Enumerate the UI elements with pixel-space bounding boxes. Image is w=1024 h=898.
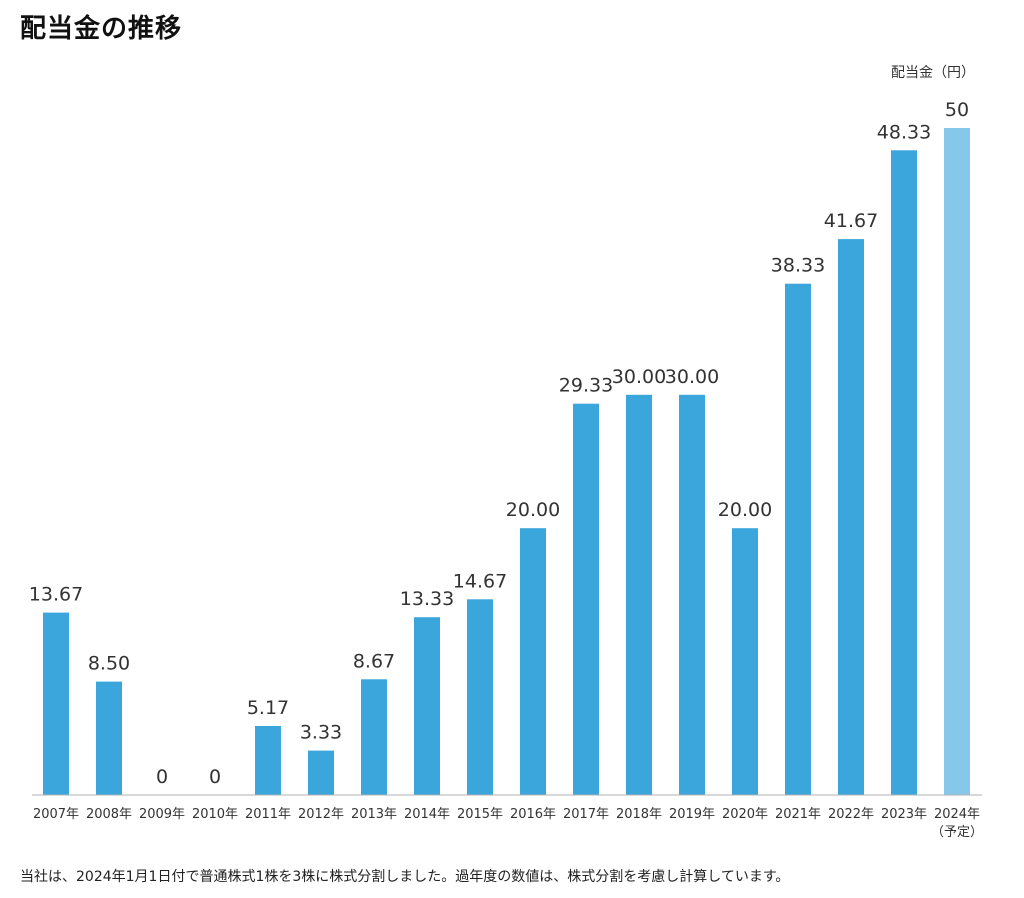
- bar-2019年: [679, 394, 705, 795]
- bar-2014年: [414, 617, 440, 795]
- value-label-2015年: 14.67: [453, 570, 507, 592]
- page-title: 配当金の推移: [20, 14, 183, 44]
- value-label-2011年: 5.17: [247, 697, 289, 719]
- bar-2023年: [891, 150, 917, 796]
- y-unit-label: 配当金（円）: [891, 65, 975, 81]
- value-label-2024年: 50: [945, 99, 969, 121]
- x-tick-label-2016年: 2016年: [510, 807, 556, 822]
- bar-2022年: [838, 239, 864, 796]
- bar-2018年: [626, 394, 652, 795]
- bar-2021年: [785, 283, 811, 795]
- x-tick-label-2020年: 2020年: [722, 807, 768, 822]
- value-label-2020年: 20.00: [718, 499, 772, 521]
- x-tick-label-2009年: 2009年: [139, 807, 185, 822]
- x-tick-label-2021年: 2021年: [775, 807, 821, 822]
- x-tick-label-2019年: 2019年: [669, 807, 715, 822]
- bar-2008年: [96, 681, 122, 795]
- x-tick-label-2014年: 2014年: [404, 807, 450, 822]
- bar-2007年: [43, 612, 69, 795]
- value-label-2019年: 30.00: [665, 366, 719, 388]
- bar-2016年: [520, 528, 546, 795]
- value-label-2007年: 13.67: [29, 584, 83, 606]
- bar-2024年: [944, 128, 970, 795]
- bar-2012年: [308, 750, 334, 795]
- value-label-2009年: 0: [156, 766, 168, 788]
- value-label-2021年: 38.33: [771, 255, 825, 277]
- x-tick-label-2015年: 2015年: [457, 807, 503, 822]
- x-tick-label-2013年: 2013年: [351, 807, 397, 822]
- tick-labels-layer: 2007年 2008年 2009年 2010年 2011年 2012年 2013年 2014年…: [33, 807, 983, 840]
- value-label-2008年: 8.50: [88, 653, 130, 675]
- bars-layer: [43, 128, 970, 796]
- bar-2013年: [361, 679, 387, 795]
- value-label-2014年: 13.33: [400, 588, 454, 610]
- value-label-2012年: 3.33: [300, 722, 342, 744]
- x-tick-label-2010年: 2010年: [192, 807, 238, 822]
- bar-2020年: [732, 528, 758, 795]
- x-tick-label-2017年: 2017年: [563, 807, 609, 822]
- x-tick-label-2022年: 2022年: [828, 807, 874, 822]
- bar-2015年: [467, 599, 493, 795]
- footnote: 当社は、2024年1月1日付で普通株式1株を3株に株式分割しました。過年度の数値…: [20, 869, 790, 885]
- value-label-2017年: 29.33: [559, 375, 613, 397]
- value-label-2013年: 8.67: [353, 650, 395, 672]
- x-tick-label-2008年: 2008年: [86, 807, 132, 822]
- x-tick-label-2023年: 2023年: [881, 807, 927, 822]
- value-label-2016年: 20.00: [506, 499, 560, 521]
- x-tick-label-2012年: 2012年: [298, 807, 344, 822]
- x-tick-label-2018年: 2018年: [616, 807, 662, 822]
- value-label-2022年: 41.67: [824, 210, 878, 232]
- value-label-2023年: 48.33: [877, 121, 931, 143]
- x-tick-label-2024年: 2024年: [934, 807, 980, 822]
- value-label-2010年: 0: [209, 766, 221, 788]
- x-tick-label-2011年: 2011年: [245, 807, 291, 822]
- x-tick-sublabel-2024年: （予定）: [931, 825, 983, 840]
- bar-2017年: [573, 403, 599, 795]
- value-label-2018年: 30.00: [612, 366, 666, 388]
- x-tick-label-2007年: 2007年: [33, 807, 79, 822]
- bar-2011年: [255, 726, 281, 795]
